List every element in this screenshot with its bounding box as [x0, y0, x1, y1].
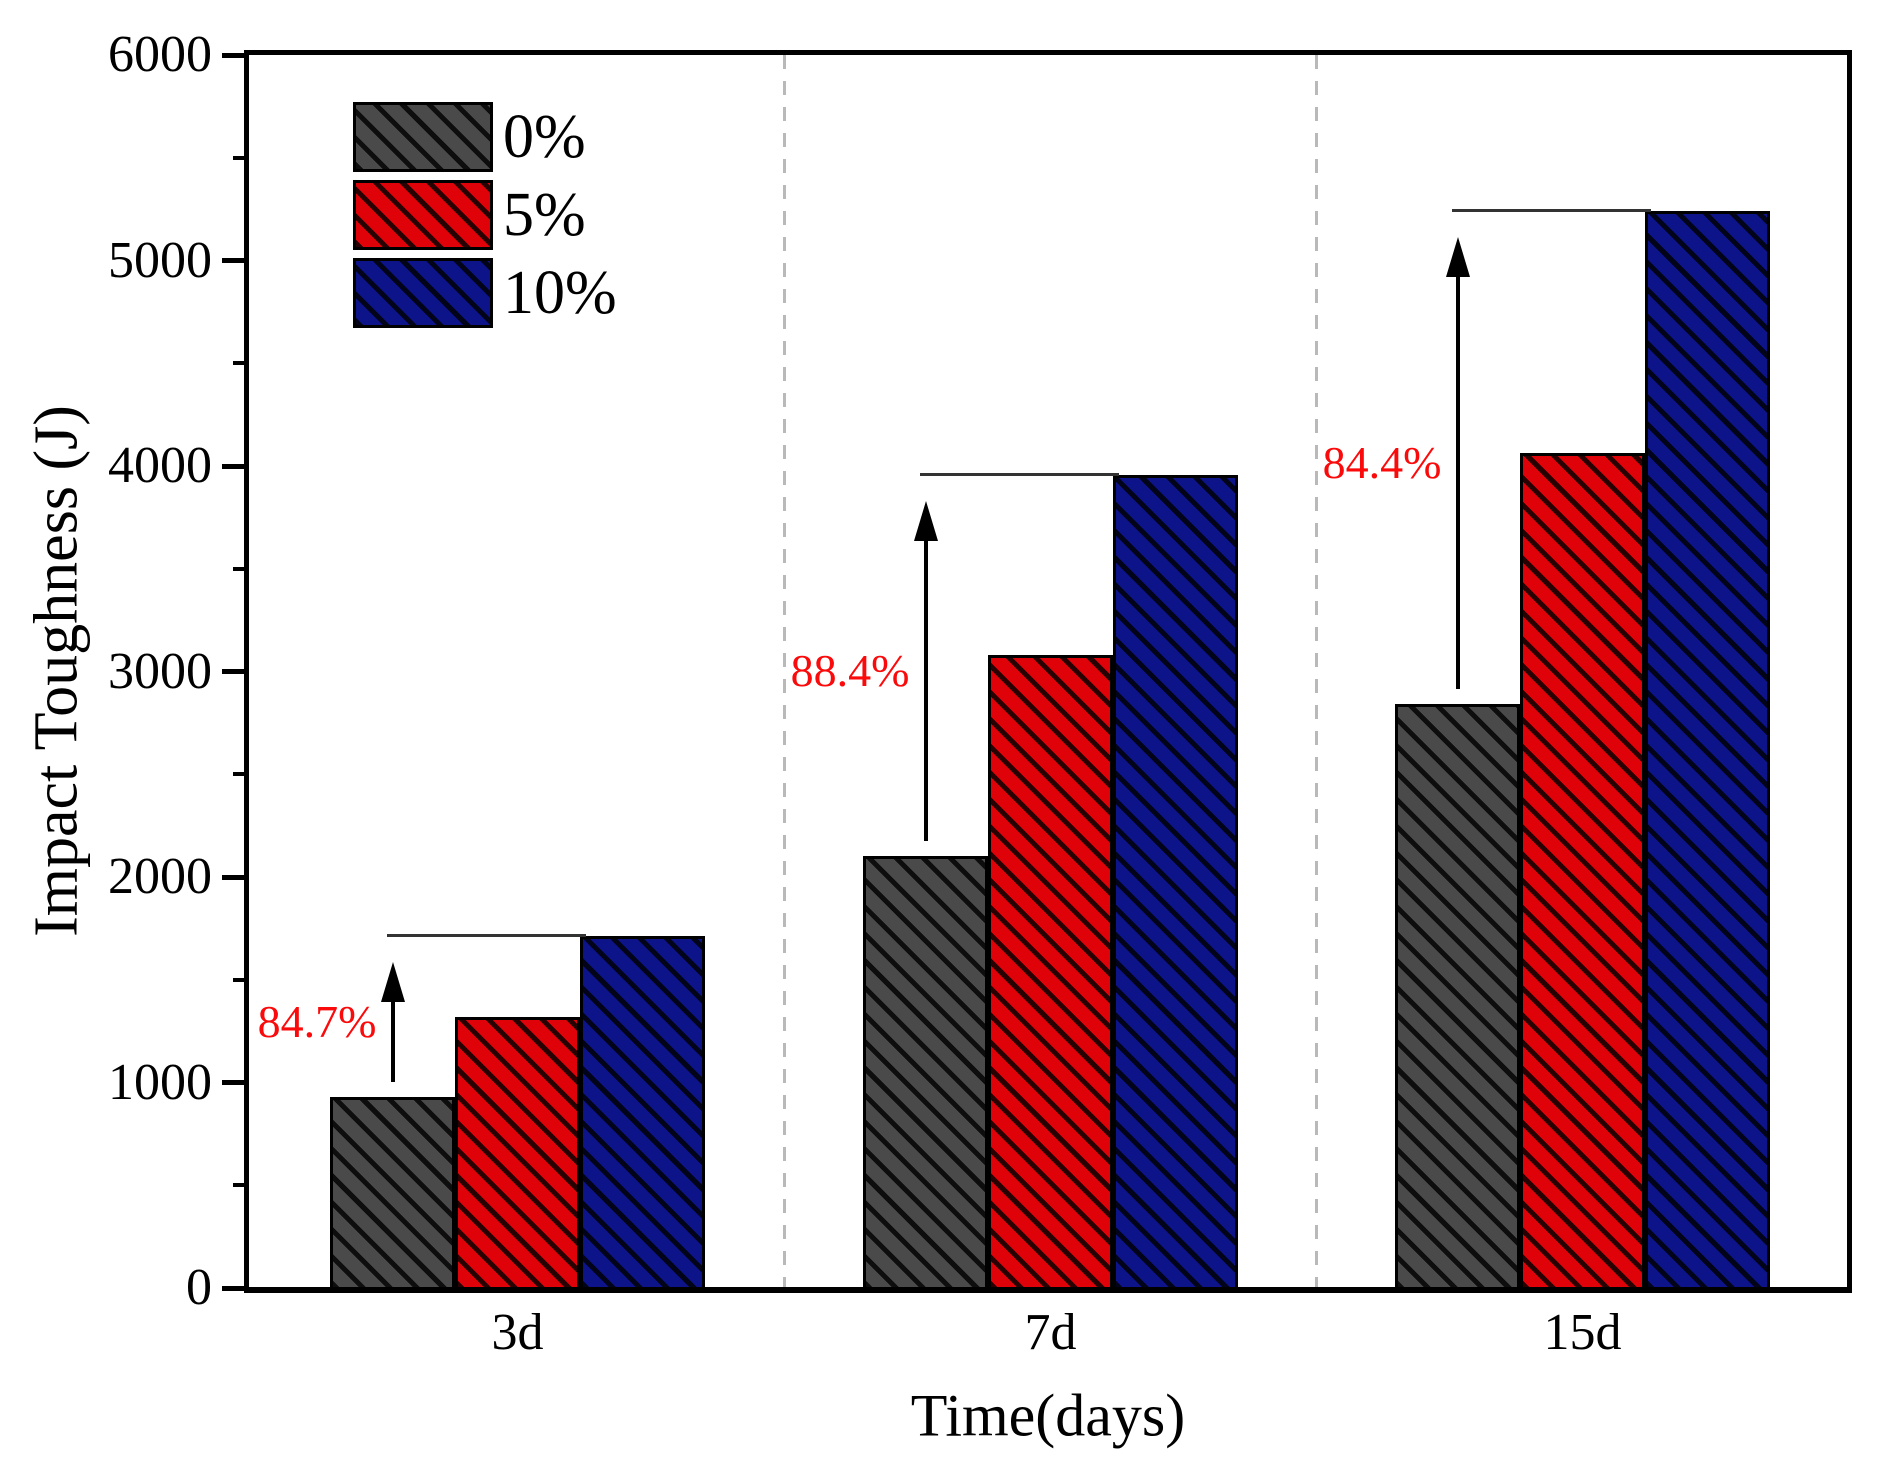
group-separator-line [782, 55, 786, 1288]
x-axis-title: Time(days) [910, 1382, 1186, 1449]
annotation-ref-line [386, 933, 586, 937]
y-axis-tick-label: 6000 [108, 26, 212, 83]
y-axis-major-tick [222, 669, 249, 674]
legend-swatch-5% [353, 180, 493, 250]
bar-5%-7d [988, 655, 1113, 1291]
y-axis-major-tick [222, 463, 249, 469]
legend-swatch-0% [353, 102, 493, 172]
annotation-ref-line [1451, 209, 1651, 213]
annotation-arrow-shaft [390, 995, 395, 1082]
y-axis-minor-tick [233, 977, 249, 982]
y-axis-title: Impact Toughness (J) [22, 405, 91, 937]
annotation-label: 84.7% [257, 995, 377, 1047]
annotation-ref-line [919, 473, 1119, 477]
y-axis-tick-label: 1000 [108, 1053, 212, 1111]
y-axis-tick-label: 0 [186, 1259, 212, 1316]
legend-swatch-10% [353, 258, 493, 328]
y-axis-minor-tick [233, 1183, 249, 1188]
x-category-label-7d: 7d [1024, 1304, 1077, 1361]
annotation-arrow-shaft [1455, 271, 1460, 690]
bar-10%-15d [1645, 211, 1770, 1291]
annotation-arrowhead [1445, 237, 1470, 278]
y-axis-tick-label: 2000 [108, 848, 212, 905]
legend-label-0%: 0% [503, 103, 586, 171]
x-axis-line [244, 1287, 1852, 1293]
annotation-label: 84.4% [1322, 437, 1442, 489]
y-axis-minor-tick [233, 361, 249, 366]
y-axis-minor-tick [233, 772, 249, 777]
legend-label-10%: 10% [503, 259, 617, 327]
y-axis-minor-tick [233, 155, 249, 160]
y-axis-major-tick [222, 258, 249, 263]
y-axis-major-tick [222, 1080, 249, 1085]
y-axis-major-tick [222, 874, 249, 880]
bar-5%-15d [1520, 452, 1645, 1291]
bar-5%-3d [455, 1016, 580, 1291]
bar-10%-7d [1113, 475, 1238, 1291]
x-category-label-3d: 3d [491, 1304, 544, 1361]
annotation-arrowhead [913, 501, 938, 542]
y-axis-major-tick [222, 52, 249, 58]
y-axis-major-tick [222, 1285, 249, 1291]
legend-label-5%: 5% [503, 181, 586, 249]
y-axis-tick-label: 3000 [108, 642, 212, 700]
y-axis-minor-tick [233, 566, 249, 571]
bar-0%-7d [863, 856, 988, 1291]
x-category-label-15d: 15d [1543, 1304, 1622, 1361]
annotation-arrowhead [380, 961, 405, 1002]
group-separator-line [1315, 55, 1318, 1288]
bar-0%-15d [1395, 704, 1520, 1291]
y-axis-tick-label: 4000 [108, 437, 212, 494]
annotation-label: 88.4% [790, 645, 910, 697]
bar-10%-3d [580, 935, 705, 1291]
y-axis-tick-label: 5000 [108, 231, 212, 289]
annotation-arrow-shaft [923, 535, 928, 842]
bar-0%-3d [330, 1096, 455, 1291]
